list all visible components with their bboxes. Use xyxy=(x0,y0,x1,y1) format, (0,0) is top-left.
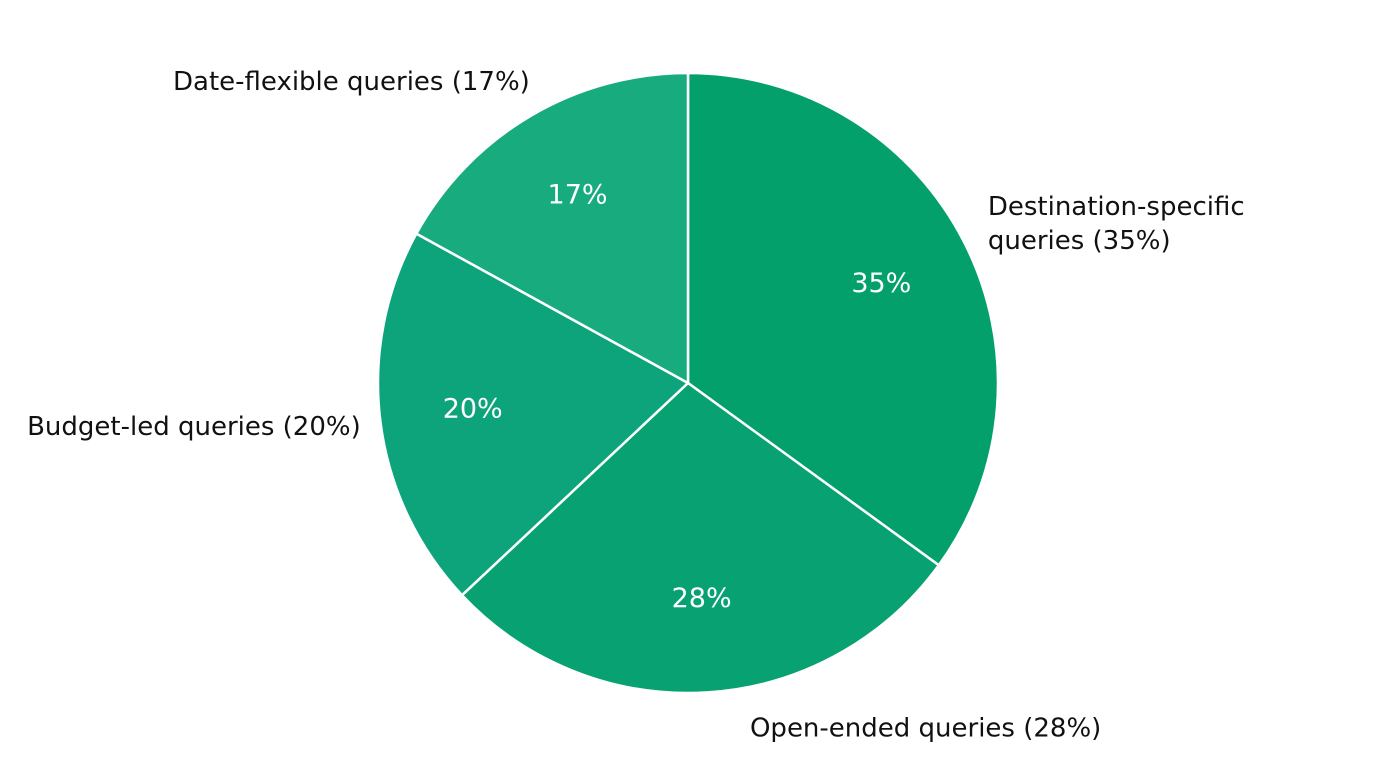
slice-value-label: 17% xyxy=(548,180,608,211)
pie-slice xyxy=(460,381,941,695)
slice-category-label: Open-ended queries (28%) xyxy=(749,713,1102,744)
slice-category-label: Budget-led queries (20%) xyxy=(27,411,361,442)
slice-category-label: Destination-specific queries (35%) xyxy=(987,192,1245,257)
slice-value-label: 35% xyxy=(851,268,911,299)
pie-slice xyxy=(686,71,1000,567)
slice-value-label: 20% xyxy=(443,394,503,425)
slice-category-label: Date-flexible queries (17%) xyxy=(173,66,530,97)
slice-value-label: 28% xyxy=(672,583,732,614)
pie-slice xyxy=(376,231,691,597)
pie-slice xyxy=(414,71,690,386)
